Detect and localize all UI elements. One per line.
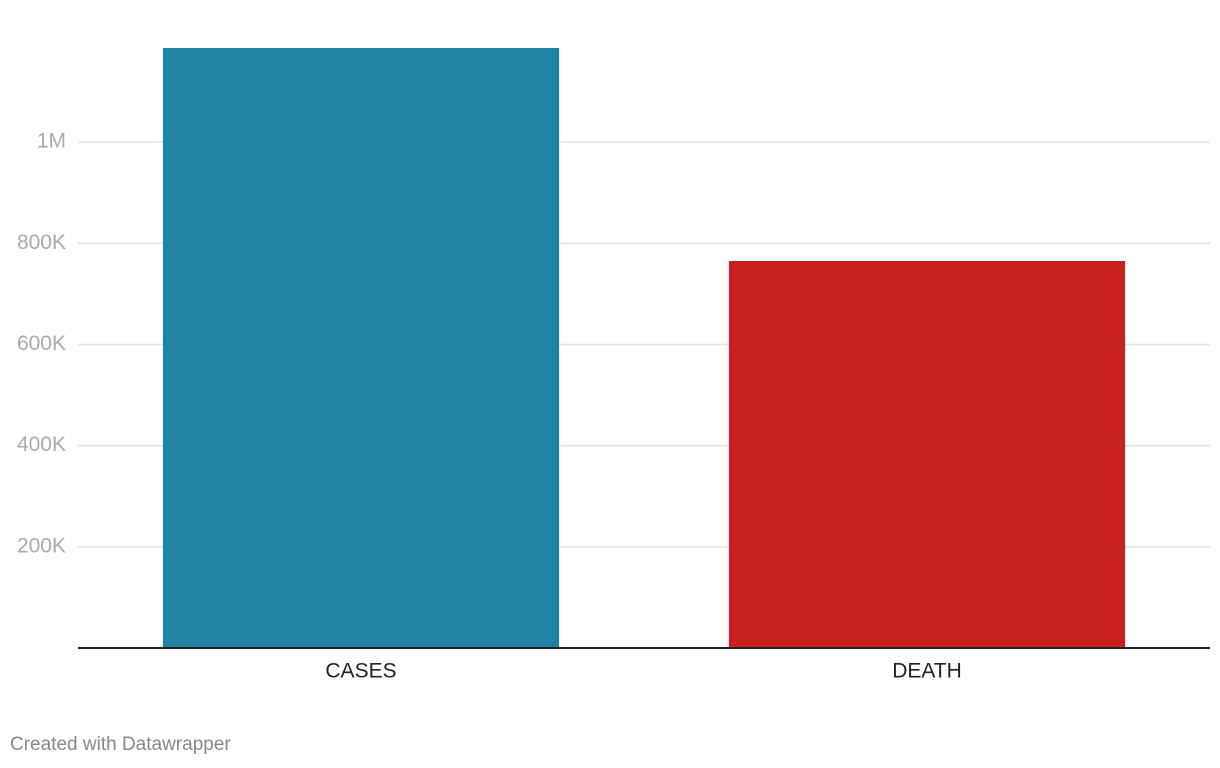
bar <box>728 260 1126 648</box>
x-tick-label: DEATH <box>892 660 962 683</box>
y-tick-label: 400K <box>17 433 66 456</box>
y-tick-label: 800K <box>17 231 66 254</box>
y-tick-label: 600K <box>17 332 66 355</box>
y-tick-label: 200K <box>17 534 66 557</box>
x-tick-label: CASES <box>325 660 396 683</box>
credit: Created with Datawrapper <box>10 734 231 755</box>
bar <box>162 48 560 648</box>
y-tick-label: 1M <box>37 130 66 153</box>
